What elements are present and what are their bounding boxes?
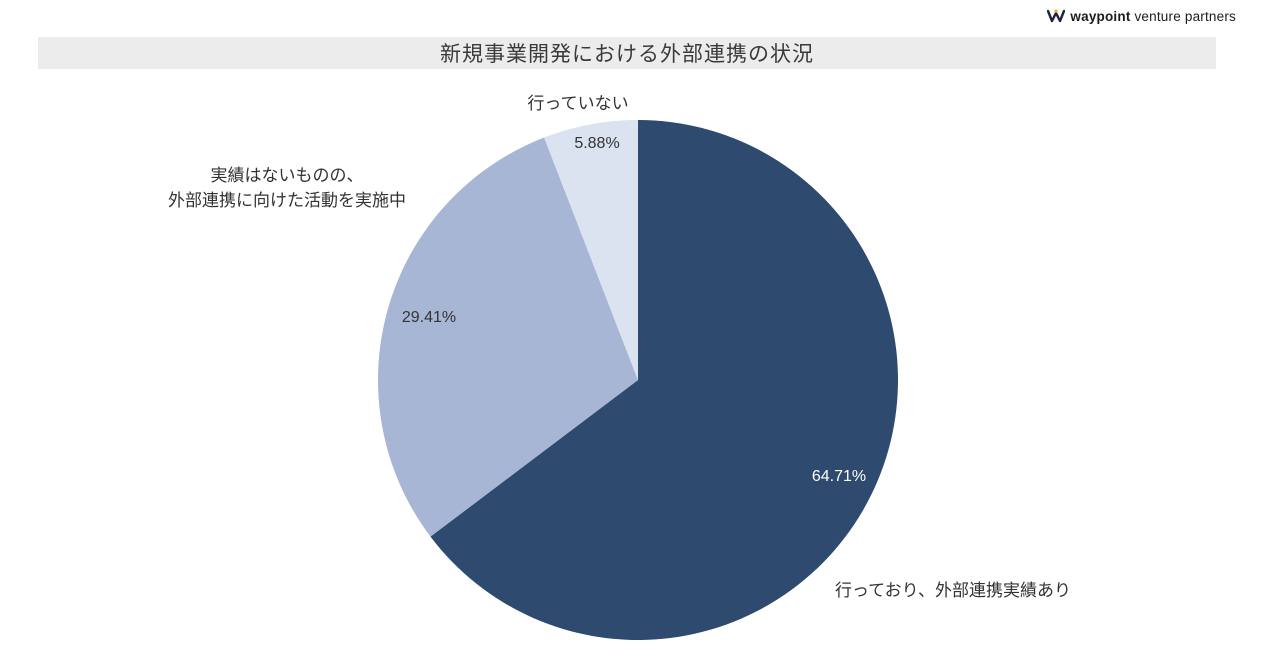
slice-pct-not-doing: 5.88% — [574, 135, 620, 152]
slice-label-has-track-record: 行っており、外部連携実績あり — [835, 581, 1071, 600]
slice-pct-has-track-record: 64.71% — [811, 468, 867, 485]
waypoint-logo-icon — [1047, 8, 1066, 24]
pie-slice-1 — [377, 137, 638, 537]
slice-label-activities-in-progress: 実績はないものの、 外部連携に向けた活動を実施中 — [168, 166, 406, 210]
brand-logo: waypoint venture partners — [1047, 8, 1236, 24]
slice-pct-activities-in-progress: 29.41% — [401, 309, 457, 326]
title-band: 新規事業開発における外部連携の状況 — [38, 37, 1216, 69]
slice-label-not-doing: 行っていない — [527, 94, 629, 113]
pie-slice-2 — [544, 120, 638, 380]
chart-title: 新規事業開発における外部連携の状況 — [440, 43, 814, 66]
brand-name: waypoint venture partners — [1070, 9, 1236, 24]
brand-name-bold: waypoint — [1070, 8, 1131, 24]
brand-name-rest: venture partners — [1134, 8, 1236, 24]
pie-slice-0 — [430, 120, 898, 640]
